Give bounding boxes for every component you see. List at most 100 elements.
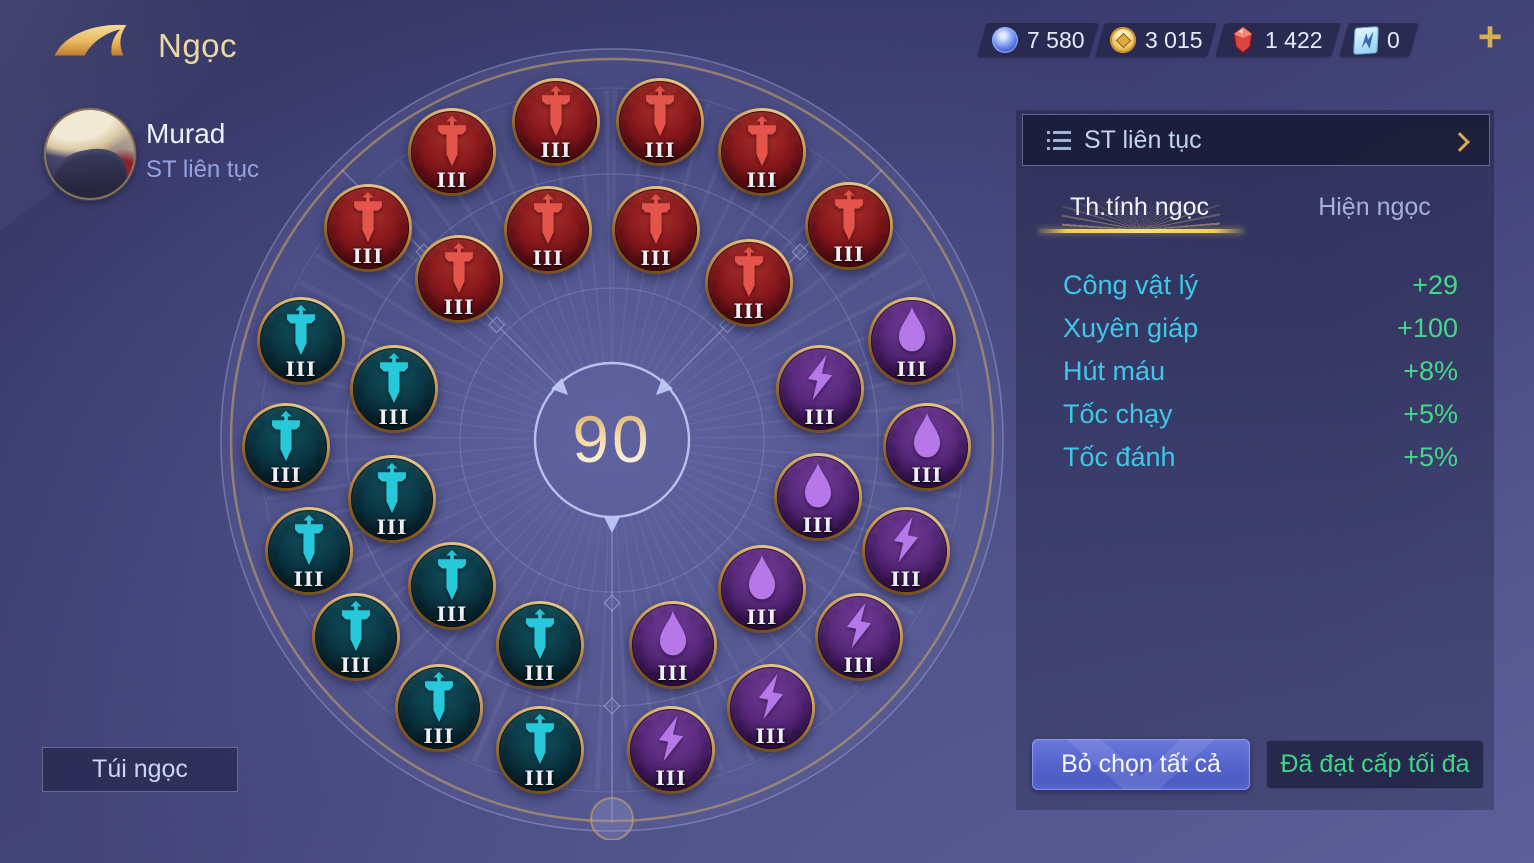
lightning-icon	[893, 516, 919, 563]
rune-red[interactable]: III	[718, 108, 806, 196]
rune-teal[interactable]: III	[242, 403, 330, 491]
rune-red[interactable]: III	[408, 108, 496, 196]
lightning-icon	[807, 354, 833, 401]
rune-tier-label: III	[340, 653, 372, 677]
rune-tier-label: III	[524, 766, 556, 790]
rune-tier-label: III	[655, 766, 687, 790]
rune-tier-label: III	[746, 168, 778, 192]
sword-icon	[295, 514, 323, 566]
max-level-label: Đã đạt cấp tối đa	[1280, 750, 1470, 778]
blood-drop-icon	[899, 306, 925, 352]
sword-icon	[272, 410, 300, 462]
rune-page-selector[interactable]: ST liên tục	[1022, 114, 1490, 166]
sword-icon	[835, 189, 863, 241]
max-level-button[interactable]: Đã đạt cấp tối đa	[1266, 740, 1484, 789]
rune-red[interactable]: III	[512, 78, 600, 166]
stat-value: +8%	[1403, 356, 1458, 386]
tab-rune-stats[interactable]: Th.tính ngọc	[1022, 182, 1257, 232]
rune-tier-label: III	[532, 246, 564, 270]
rune-tier-label: III	[843, 653, 875, 677]
currency-gold-value: 3 015	[1145, 26, 1203, 53]
rune-teal[interactable]: III	[408, 542, 496, 630]
tab-show-runes[interactable]: Hiện ngọc	[1318, 193, 1431, 221]
blood-drop-icon	[749, 554, 775, 600]
rune-tier-label: III	[352, 244, 384, 268]
rune-purple[interactable]: III	[718, 545, 806, 633]
currency-blue-essence[interactable]: 7 580	[977, 23, 1099, 57]
rune-tier-label: III	[524, 661, 556, 685]
rune-tier-label: III	[804, 405, 836, 429]
stat-label: Hút máu	[1063, 356, 1166, 386]
rune-tier-label: III	[833, 242, 865, 266]
rune-tier-label: III	[733, 299, 765, 323]
rune-teal[interactable]: III	[496, 706, 584, 794]
rune-teal[interactable]: III	[350, 345, 438, 433]
currency-ruby[interactable]: 1 422	[1215, 23, 1341, 57]
stat-value: +100	[1397, 313, 1458, 343]
rune-tier-label: III	[540, 138, 572, 162]
currency-gold[interactable]: 3 015	[1095, 23, 1217, 57]
stat-label: Tốc đánh	[1063, 442, 1176, 472]
rune-tier-label: III	[644, 138, 676, 162]
rune-tier-label: III	[896, 357, 928, 381]
currency-voucher-value: 0	[1387, 26, 1400, 53]
rune-purple[interactable]: III	[727, 664, 815, 752]
back-button[interactable]	[52, 22, 130, 68]
stat-row: Xuyên giáp +100	[1063, 307, 1458, 350]
player-rune-page-name: ST liên tục	[146, 156, 259, 183]
rune-bag-button[interactable]: Túi ngọc	[42, 747, 238, 792]
sword-icon	[378, 462, 406, 514]
deselect-all-button[interactable]: Bỏ chọn tất cả	[1032, 739, 1250, 790]
stat-row: Tốc đánh +5%	[1063, 436, 1458, 479]
rune-tier-label: III	[657, 661, 689, 685]
stat-value: +29	[1412, 270, 1458, 300]
rune-tier-label: III	[640, 246, 672, 270]
currency-blue-essence-value: 7 580	[1027, 26, 1085, 53]
rune-purple[interactable]: III	[776, 345, 864, 433]
rune-tier-label: III	[436, 168, 468, 192]
rune-teal[interactable]: III	[395, 664, 483, 752]
rune-purple[interactable]: III	[862, 507, 950, 595]
rune-tier-label: III	[890, 567, 922, 591]
rune-teal[interactable]: III	[348, 455, 436, 543]
rune-tier-label: III	[443, 295, 475, 319]
sword-icon	[354, 191, 382, 243]
rune-purple[interactable]: III	[815, 593, 903, 681]
sword-icon	[526, 608, 554, 660]
rune-red[interactable]: III	[415, 235, 503, 323]
rune-page-selector-label: ST liên tục	[1084, 125, 1202, 154]
player-name: Murad	[146, 118, 226, 149]
rune-red[interactable]: III	[805, 182, 893, 270]
rune-red[interactable]: III	[705, 239, 793, 327]
currency-voucher[interactable]: 0	[1339, 23, 1419, 57]
rune-purple[interactable]: III	[774, 453, 862, 541]
rune-teal[interactable]: III	[265, 507, 353, 595]
sword-icon	[646, 85, 674, 137]
rune-red[interactable]: III	[324, 184, 412, 272]
rune-bag-label: Túi ngọc	[92, 755, 188, 783]
rune-purple[interactable]: III	[868, 297, 956, 385]
rune-teal[interactable]: III	[312, 593, 400, 681]
rune-red[interactable]: III	[616, 78, 704, 166]
sword-icon	[438, 115, 466, 167]
rune-purple[interactable]: III	[883, 403, 971, 491]
rune-purple[interactable]: III	[627, 706, 715, 794]
rune-teal[interactable]: III	[257, 297, 345, 385]
rune-teal[interactable]: III	[496, 601, 584, 689]
rune-purple[interactable]: III	[629, 601, 717, 689]
deselect-all-label: Bỏ chọn tất cả	[1061, 750, 1221, 778]
rune-tier-label: III	[436, 602, 468, 626]
rune-page-level: 90	[532, 400, 692, 478]
rune-red[interactable]: III	[504, 186, 592, 274]
stat-value: +5%	[1403, 442, 1458, 472]
add-currency-button[interactable]: +	[1477, 13, 1503, 60]
sword-icon	[287, 304, 315, 356]
sword-icon	[542, 85, 570, 137]
sword-icon	[748, 115, 776, 167]
stat-value: +5%	[1403, 399, 1458, 429]
rune-tier-label: III	[755, 724, 787, 748]
rune-wheel	[220, 48, 1004, 832]
rune-tier-label: III	[802, 513, 834, 537]
rune-tier-label: III	[911, 463, 943, 487]
rune-red[interactable]: III	[612, 186, 700, 274]
